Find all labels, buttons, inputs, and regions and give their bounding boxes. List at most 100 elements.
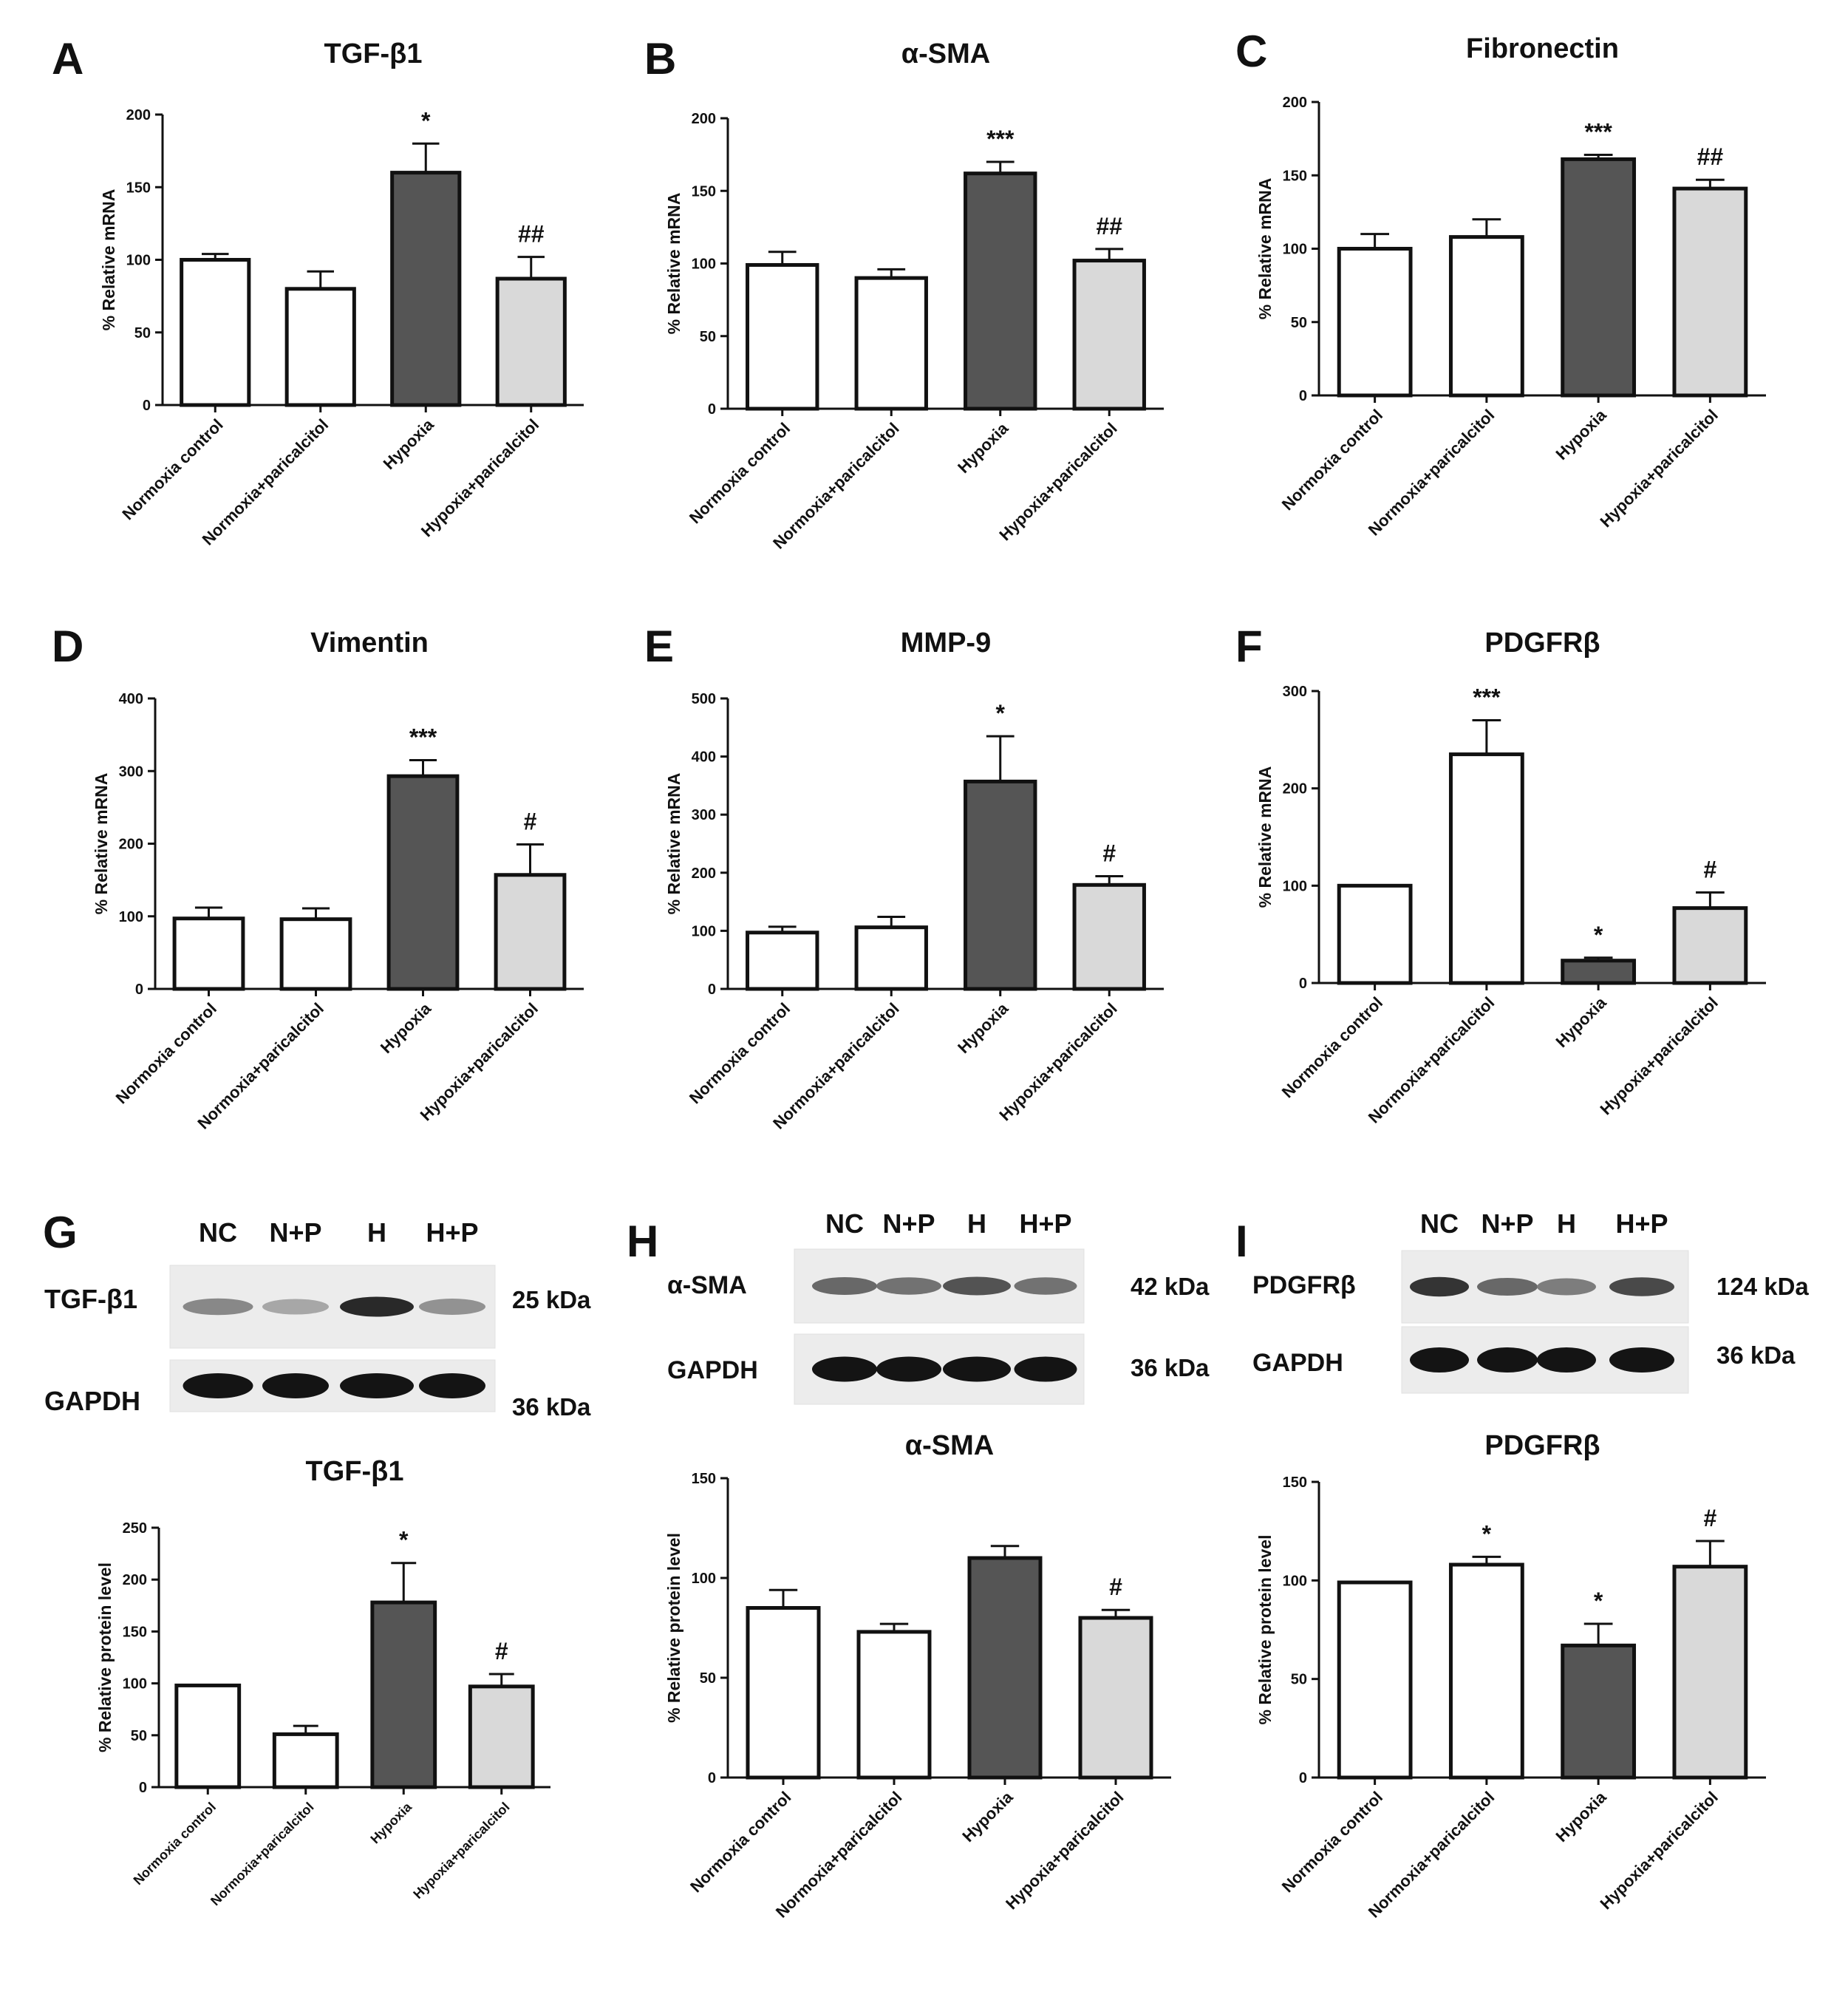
blot-band [262,1299,329,1315]
lane-label: H+P [426,1217,478,1248]
bar [746,931,819,991]
significance-label: *** [409,724,437,751]
significance-label: # [1109,1574,1122,1600]
x-category-label: Hypoxia [1552,1787,1610,1846]
panel-letter-d: D [52,622,83,671]
y-tick-label: 0 [708,1770,716,1786]
y-tick-label: 100 [126,253,151,269]
panel-letter-e: E [644,622,674,671]
blot-band [419,1373,485,1398]
bar [1561,157,1637,398]
bar [494,873,567,991]
kda-label: 36 kDa [1716,1341,1796,1369]
blot-band [1609,1277,1674,1296]
significance-label: ## [1096,213,1122,239]
chart-title: TGF-β1 [324,38,423,69]
x-category-label: Normoxia+paricalcitol [769,999,903,1133]
kda-label: 36 kDa [512,1393,591,1421]
blot-row-label: GAPDH [1252,1349,1343,1377]
x-category-label: Normoxia+paricalcitol [1365,406,1498,540]
bar [964,171,1037,411]
x-category-label: Hypoxia+paricalcitol [1002,1788,1127,1913]
chart-title: TGF-β1 [306,1456,404,1487]
chart-title: α-SMA [901,38,990,69]
x-category-label: Normoxia control [686,999,794,1107]
bar [1672,906,1748,985]
x-category-label: Hypoxia+paricalcitol [417,415,542,540]
chart-panel-f: F PDGFRβ 0 100 200 300 % Relative mRNA Normoxia… [1235,622,1766,1127]
lane-label: H+P [1019,1208,1071,1239]
x-category-label: Normoxia control [1278,1788,1386,1896]
bar [180,258,251,407]
blot-band [876,1356,941,1382]
significance-label: # [524,808,537,834]
x-category-label: Hypoxia+paricalcitol [1596,993,1721,1118]
y-tick-label: 50 [700,1670,716,1687]
blot-band [1537,1278,1596,1296]
bar [1337,883,1413,985]
y-tick-label: 500 [692,691,716,707]
x-category-label: Hypoxia [958,1787,1017,1846]
panel-letter-f: F [1235,622,1263,671]
chart-title: MMP-9 [901,627,991,659]
significance-label: # [1703,1505,1716,1531]
significance-label: * [1594,1588,1603,1614]
x-category-label: Hypoxia+paricalcitol [1596,1788,1721,1913]
x-category-label: Hypoxia+paricalcitol [1596,406,1721,531]
y-tick-label: 0 [135,982,143,998]
x-category-label: Normoxia control [131,1800,219,1888]
x-category-label: Normoxia control [686,1788,794,1896]
blot-row-label: α-SMA [667,1271,747,1299]
bar [964,779,1037,991]
x-category-label: Hypoxia [1552,405,1610,463]
x-category-label: Normoxia+paricalcitol [772,1788,906,1922]
bar [284,287,356,407]
significance-label: # [1703,857,1716,883]
kda-label: 25 kDa [512,1286,591,1313]
blot-band [812,1356,877,1382]
bar [390,171,462,407]
blot-band [419,1299,485,1315]
x-category-label: Hypoxia+paricalcitol [417,999,542,1124]
y-tick-label: 0 [708,982,716,998]
y-axis-title: % Relative protein level [95,1562,115,1752]
bar [854,276,928,411]
chart-title: Vimentin [310,627,429,659]
x-category-label: Hypoxia+paricalcitol [995,419,1120,544]
y-axis-title: % Relative protein level [664,1533,683,1723]
x-category-label: Normoxia control [112,999,220,1107]
lane-label: NC [825,1208,864,1239]
y-tick-label: 150 [692,183,716,200]
blot-band [1609,1347,1674,1373]
bar [856,1630,932,1780]
western-blot-i: NC N+P H H+P PDGFRβ 124 kDa GAPDH 36 kDa [1252,1208,1809,1394]
y-tick-label: 200 [692,865,716,882]
x-category-label: Hypoxia+paricalcitol [995,999,1120,1124]
bar [386,774,460,991]
y-tick-label: 100 [119,909,143,925]
x-category-label: Normoxia+paricalcitol [208,1800,316,1908]
y-axis-title: % Relative mRNA [664,773,683,915]
y-tick-label: 250 [123,1520,147,1537]
bar [1672,186,1748,398]
y-tick-label: 200 [119,837,143,853]
significance-label: * [421,107,431,134]
bar [172,916,245,991]
western-blot-h: NC N+P H H+P α-SMA 42 kDa GAPDH 36 kDa [667,1208,1210,1405]
y-axis-title: % Relative mRNA [1255,178,1275,320]
blot-band [262,1373,329,1398]
bar [746,1606,821,1780]
chart-title: PDGFRβ [1484,1430,1600,1461]
bar [967,1556,1043,1780]
x-category-label: Normoxia+paricalcitol [1365,1788,1498,1922]
significance-label: * [1594,922,1603,948]
blot-band [340,1296,414,1317]
bar [1561,959,1637,985]
y-tick-label: 200 [1283,95,1307,111]
lane-label: H [367,1217,386,1248]
panel-letter-g: G [43,1208,78,1257]
y-tick-label: 200 [692,111,716,127]
x-category-label: Hypoxia [954,999,1012,1057]
bar [854,925,928,991]
